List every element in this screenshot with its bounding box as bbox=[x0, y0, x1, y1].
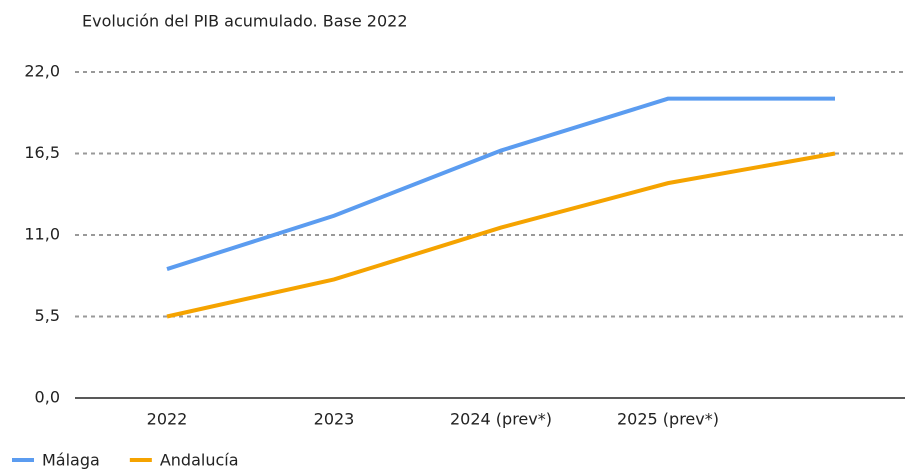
x-tick-label: 2024 (prev*) bbox=[450, 410, 552, 429]
y-tick-label: 5,5 bbox=[35, 306, 60, 325]
chart-title: Evolución del PIB acumulado. Base 2022 bbox=[82, 12, 408, 31]
x-tick-label: 2025 (prev*) bbox=[617, 410, 719, 429]
line-series bbox=[166, 151, 836, 319]
y-tick-label: 16,5 bbox=[24, 143, 60, 162]
legend-label: Málaga bbox=[42, 451, 100, 470]
legend-label: Andalucía bbox=[160, 451, 239, 470]
y-tick-label: 22,0 bbox=[24, 62, 60, 81]
x-tick-label: 2022 bbox=[147, 410, 188, 429]
y-tick-label: 0,0 bbox=[35, 388, 60, 407]
y-tick-label: 11,0 bbox=[24, 225, 60, 244]
x-tick-label: 2023 bbox=[314, 410, 355, 429]
line-series bbox=[166, 96, 835, 271]
